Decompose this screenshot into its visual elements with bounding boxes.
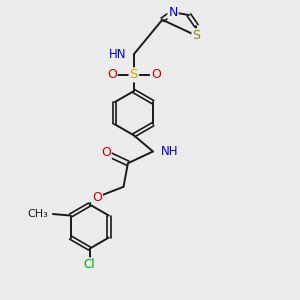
Text: NH: NH bbox=[161, 145, 179, 158]
Text: S: S bbox=[130, 68, 138, 81]
Text: O: O bbox=[92, 190, 102, 204]
Text: S: S bbox=[193, 29, 200, 42]
Text: HN: HN bbox=[109, 48, 126, 61]
Text: N: N bbox=[168, 6, 178, 19]
Text: O: O bbox=[101, 146, 111, 159]
Text: O: O bbox=[151, 68, 161, 81]
Text: CH₃: CH₃ bbox=[28, 209, 48, 219]
Text: O: O bbox=[107, 68, 117, 81]
Text: Cl: Cl bbox=[84, 258, 95, 271]
